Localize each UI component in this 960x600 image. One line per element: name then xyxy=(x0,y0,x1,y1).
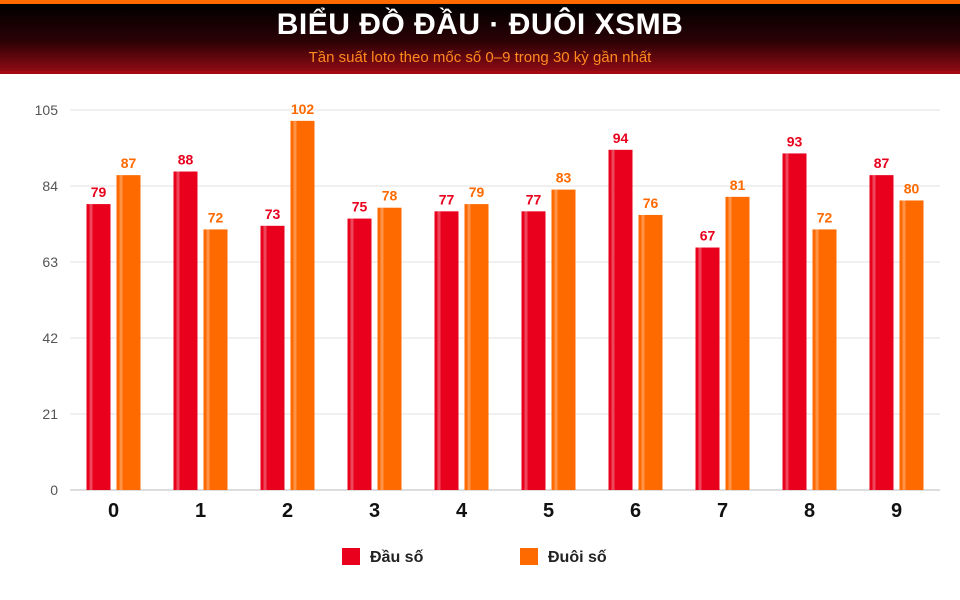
bar-highlight xyxy=(554,189,558,490)
data-label: 79 xyxy=(91,184,107,200)
x-tick-label: 2 xyxy=(282,500,293,522)
chart-title: BIỂU ĐỒ ĐẦU · ĐUÔI XSMB xyxy=(276,8,684,41)
legend: Đầu số Đuôi số xyxy=(342,548,607,566)
x-tick-label: 1 xyxy=(195,500,206,522)
data-label: 75 xyxy=(352,199,368,215)
legend-label: Đuôi số xyxy=(548,549,607,566)
x-tick-label: 6 xyxy=(630,500,641,522)
bar-highlight xyxy=(293,120,297,490)
x-tick-label: 9 xyxy=(891,500,902,522)
bar-highlight xyxy=(641,214,645,490)
bar-duoi-4 xyxy=(464,204,489,490)
bar-duoi-8 xyxy=(812,229,837,490)
data-label: 102 xyxy=(291,101,315,117)
bar-duoi-2 xyxy=(290,120,315,490)
y-tick-label: 21 xyxy=(42,406,58,422)
bar-highlight xyxy=(176,171,180,490)
bar-duoi-7 xyxy=(725,196,750,490)
data-label: 79 xyxy=(469,184,485,200)
bar-highlight xyxy=(437,211,441,491)
bar-highlight xyxy=(728,196,732,490)
bar-dau-6 xyxy=(608,149,633,491)
bar-dau-1 xyxy=(173,171,198,490)
legend-label: Đầu số xyxy=(370,549,424,566)
data-label: 87 xyxy=(121,155,137,171)
bar-highlight xyxy=(524,211,528,491)
grid-lines xyxy=(70,109,940,491)
y-tick-label: 84 xyxy=(42,178,58,194)
data-label: 94 xyxy=(613,130,629,146)
data-label: 93 xyxy=(787,133,803,149)
bar-dau-4 xyxy=(434,211,459,491)
bar-dau-8 xyxy=(782,153,807,490)
data-label: 87 xyxy=(874,155,890,171)
bar-duoi-9 xyxy=(899,200,924,490)
y-axis: 0 21 42 63 84 105 xyxy=(35,102,59,498)
data-label: 73 xyxy=(265,206,281,222)
x-tick-label: 3 xyxy=(369,500,380,522)
bar-dau-9 xyxy=(869,175,894,490)
x-tick-label: 0 xyxy=(108,500,119,522)
x-axis: 0 1 2 3 4 5 6 7 8 9 xyxy=(108,500,902,522)
data-label: 67 xyxy=(700,228,716,244)
data-label: 80 xyxy=(904,180,920,196)
data-label: 72 xyxy=(208,209,224,225)
bar-dau-7 xyxy=(695,247,720,490)
data-label: 83 xyxy=(556,170,572,186)
bar-duoi-6 xyxy=(638,214,663,490)
data-label: 78 xyxy=(382,188,398,204)
data-label: 77 xyxy=(526,191,542,207)
data-label: 76 xyxy=(643,195,659,211)
bar-highlight xyxy=(611,149,615,491)
x-tick-label: 4 xyxy=(456,500,468,522)
x-tick-label: 7 xyxy=(717,500,728,522)
chart-header: BIỂU ĐỒ ĐẦU · ĐUÔI XSMB Tần suất loto th… xyxy=(0,0,960,74)
bar-highlight xyxy=(380,207,384,490)
bar-dau-3 xyxy=(347,218,372,491)
bar-dau-2 xyxy=(260,225,285,491)
bar-highlight xyxy=(263,225,267,491)
bar-highlight xyxy=(89,204,93,490)
data-label: 81 xyxy=(730,177,746,193)
data-label: 77 xyxy=(439,191,455,207)
bar-highlight xyxy=(902,200,906,490)
bar-highlight xyxy=(467,204,471,490)
data-label: 72 xyxy=(817,209,833,225)
bar-duoi-1 xyxy=(203,229,228,490)
bars: 79 87 88 72 73 102 75 78 77 79 77 83 94 76 67 81 93 72 87 8… xyxy=(86,101,924,491)
legend-swatch xyxy=(342,548,360,565)
chart-subtitle: Tần suất loto theo mốc số 0–9 trong 30 k… xyxy=(308,49,652,66)
x-tick-label: 5 xyxy=(543,500,554,522)
y-tick-label: 0 xyxy=(50,482,58,498)
bar-highlight xyxy=(785,153,789,490)
bar-duoi-5 xyxy=(551,189,576,490)
y-tick-label: 42 xyxy=(42,330,58,346)
bar-highlight xyxy=(815,229,819,490)
data-label: 88 xyxy=(178,152,194,168)
y-tick-label: 63 xyxy=(42,254,58,270)
bar-highlight xyxy=(872,175,876,490)
y-tick-label: 105 xyxy=(35,102,59,118)
bar-highlight xyxy=(206,229,210,490)
legend-swatch xyxy=(520,548,538,565)
bar-highlight xyxy=(698,247,702,490)
bar-dau-0 xyxy=(86,204,111,490)
bar-duoi-3 xyxy=(377,207,402,490)
bar-dau-5 xyxy=(521,211,546,491)
bar-highlight xyxy=(350,218,354,491)
bar-highlight xyxy=(119,175,123,490)
bar-duoi-0 xyxy=(116,175,141,490)
x-tick-label: 8 xyxy=(804,500,815,522)
